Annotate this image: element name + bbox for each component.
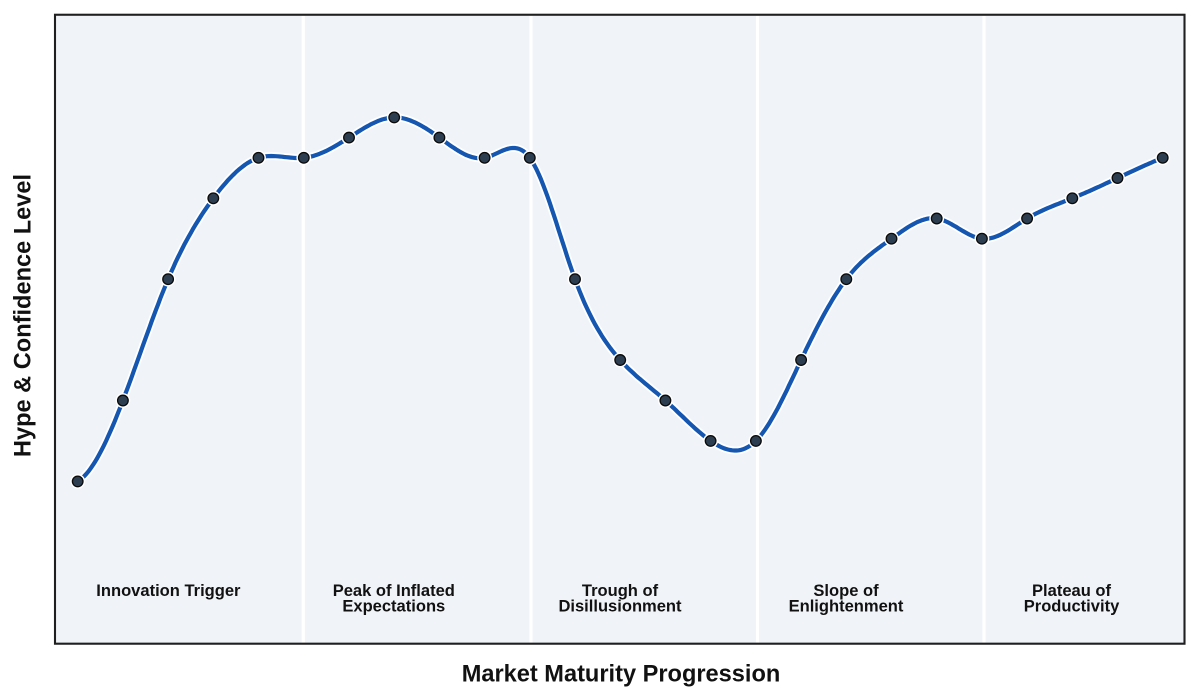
- svg-text:Expectations: Expectations: [342, 597, 445, 616]
- svg-text:Hype & Confidence Level: Hype & Confidence Level: [10, 174, 36, 457]
- svg-text:Slope of: Slope of: [813, 581, 879, 600]
- svg-text:Peak of Inflated: Peak of Inflated: [333, 581, 455, 600]
- svg-text:Productivity: Productivity: [1024, 597, 1120, 616]
- svg-text:Enlightenment: Enlightenment: [789, 597, 904, 616]
- svg-text:Trough of: Trough of: [582, 581, 659, 600]
- svg-text:Innovation Trigger: Innovation Trigger: [96, 581, 241, 600]
- svg-text:Disillusionment: Disillusionment: [558, 597, 682, 616]
- svg-text:Plateau of: Plateau of: [1032, 581, 1111, 600]
- svg-text:Market Maturity Progression: Market Maturity Progression: [462, 662, 781, 688]
